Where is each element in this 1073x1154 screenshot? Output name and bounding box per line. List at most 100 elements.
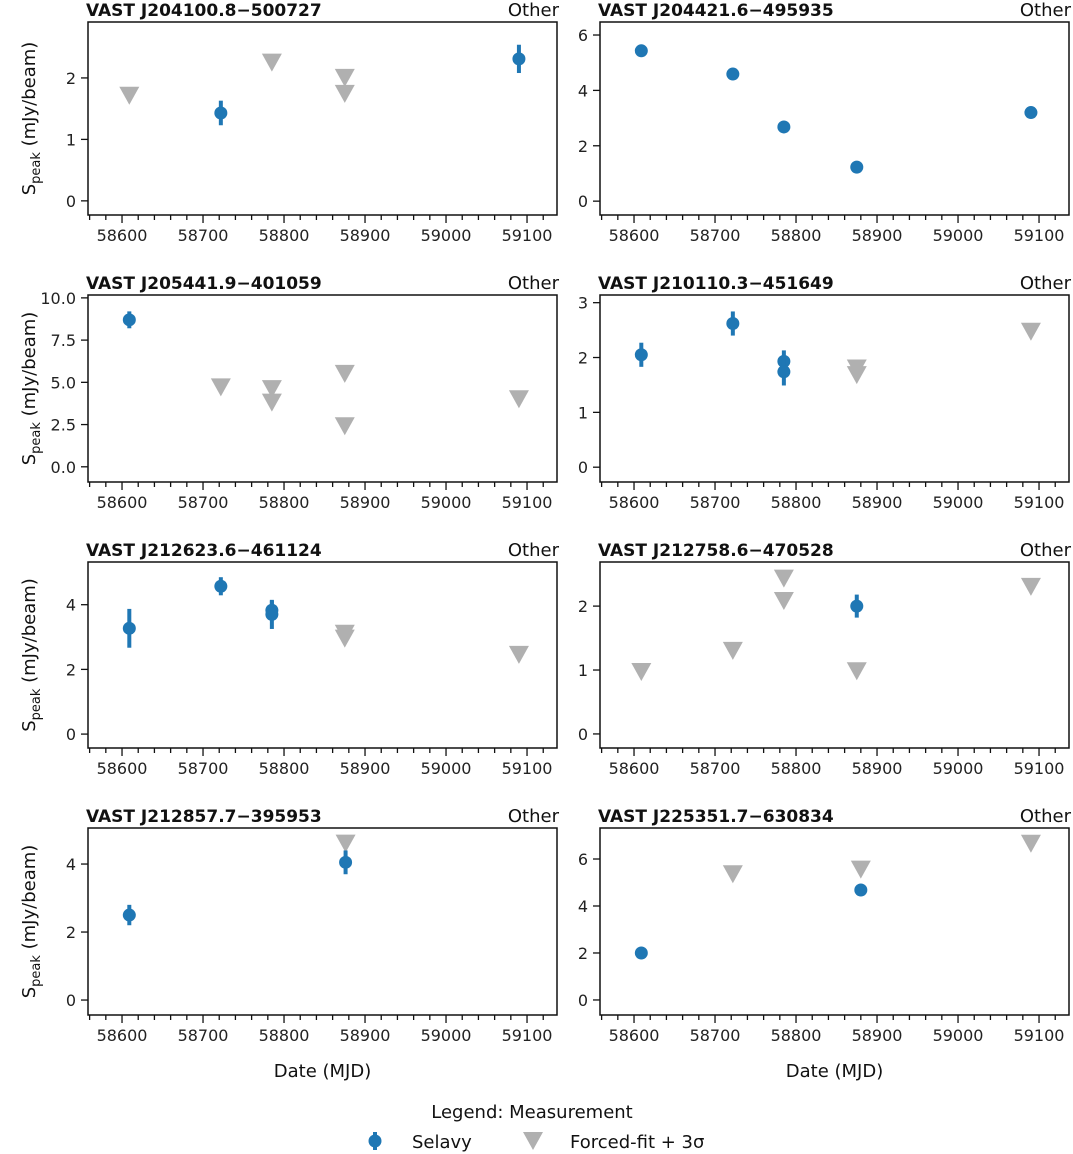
forced-fit-point [335,834,356,853]
panel-title: VAST J212623.6−461124 [86,541,322,561]
panel-title: VAST J210110.3−451649 [598,274,834,294]
x-tick-label: 59000 [933,226,984,245]
panel-frame [87,561,558,749]
x-tick-label: 59000 [933,493,984,512]
panel-title: VAST J205441.9−401059 [86,274,322,294]
x-tick-label: 58600 [97,226,148,245]
selavy-point [122,908,136,922]
x-tick-label: 58900 [852,493,903,512]
panel-frame [599,294,1070,483]
y-tick-label: 1 [66,130,76,149]
x-tick-label: 58800 [771,759,822,778]
selavy-point [726,317,740,331]
panel-frame [599,21,1070,216]
x-tick-label: 58900 [852,226,903,245]
panel-3: VAST J205441.9−401059 Other 58600 58700 5880… [19,273,560,512]
y-tick-label: 2 [66,69,76,88]
x-tick-label: 58800 [771,493,822,512]
y-tick-label: 4 [66,855,76,874]
y-tick-label: 6 [578,26,588,45]
y-tick-label: 0 [578,725,588,744]
forced-fit-point [722,641,743,660]
forced-fit-point [334,629,355,648]
forced-fit-point [261,393,282,412]
x-tick-label: 58700 [690,493,741,512]
x-tick-label: 58800 [259,1026,310,1045]
selavy-point [854,883,868,897]
x-tick-label: 58700 [690,226,741,245]
x-tick-label: 58900 [852,1026,903,1045]
y-tick-label: 7.5 [51,331,76,350]
y-tick-label: 0 [66,192,76,211]
forced-fit-point [334,364,355,383]
y-tick-label: 2 [66,660,76,679]
panel-frame [87,21,558,216]
x-tick-label: 58600 [97,493,148,512]
y-tick-label: 2 [578,137,588,156]
panel-title: VAST J212857.7−395953 [86,807,322,827]
forced-fit-point [850,860,871,879]
forced-fit-point [1020,577,1041,596]
panel-1: VAST J204100.8−500727 Other 58600 58700 5880… [19,0,560,245]
panel-title: VAST J225351.7−630834 [598,807,834,827]
y-tick-label: 0 [66,725,76,744]
y-tick-label: 5.0 [51,373,76,392]
panel-frame [599,561,1070,749]
x-tick-label: 58700 [178,493,229,512]
forced-fit-point [1020,322,1041,341]
x-tick-label: 58800 [259,226,310,245]
forced-fit-point [1020,834,1041,853]
x-tick-label: 58800 [259,493,310,512]
y-tick-label: 3 [578,294,588,313]
x-tick-label: 58900 [340,1026,391,1045]
forced-fit-point [846,366,867,385]
y-tick-label: 2 [578,597,588,616]
x-tick-label: 58900 [340,759,391,778]
panel-5: VAST J212623.6−461124 Other 58600 58700 5880… [19,540,560,778]
x-tick-label: 59100 [1014,493,1065,512]
panel-2: VAST J204421.6−495935 Other 58600 58700 5880… [578,0,1072,245]
legend-selavy-marker [368,1134,382,1148]
panel-frame [599,827,1070,1016]
forced-fit-point [334,68,355,87]
x-tick-label: 58600 [97,1026,148,1045]
x-tick-label: 59000 [933,1026,984,1045]
y-axis-label: Speak (mJy/beam) [19,845,44,999]
panel-tag: Other [508,0,560,21]
x-tick-label: 58900 [340,493,391,512]
panel-7: VAST J212857.7−395953 Other 58600 58700 5880… [19,806,560,1082]
x-tick-label: 59000 [421,226,472,245]
y-tick-label: 4 [578,897,588,916]
selavy-point [634,946,648,960]
selavy-point [634,348,648,362]
x-tick-label: 58600 [609,1026,660,1045]
panel-title: VAST J212758.6−470528 [598,541,834,561]
x-tick-label: 58700 [690,759,741,778]
selavy-point [214,579,228,593]
panel-frame [87,294,558,483]
selavy-point [122,621,136,635]
x-tick-label: 59100 [1014,1026,1065,1045]
x-axis-label: Date (MJD) [274,1061,372,1082]
panel-8: VAST J225351.7−630834 Other 58600 58700 5880… [578,806,1072,1082]
y-tick-label: 6 [578,850,588,869]
selavy-point [850,160,864,174]
x-axis-label: Date (MJD) [786,1061,884,1082]
y-tick-label: 0 [578,458,588,477]
x-tick-label: 59000 [933,759,984,778]
forced-fit-point [334,84,355,103]
x-tick-label: 58600 [609,493,660,512]
panel-tag: Other [1020,273,1072,294]
forced-fit-point [846,662,867,681]
x-tick-label: 59000 [421,759,472,778]
selavy-point [265,607,279,621]
x-tick-label: 58700 [690,1026,741,1045]
x-tick-label: 59100 [1014,759,1065,778]
panel-tag: Other [508,806,560,827]
legend-forced-marker [523,1132,543,1150]
x-tick-label: 58900 [852,759,903,778]
y-tick-label: 10.0 [40,289,76,308]
x-tick-label: 58600 [609,759,660,778]
panel-tag: Other [1020,0,1072,21]
